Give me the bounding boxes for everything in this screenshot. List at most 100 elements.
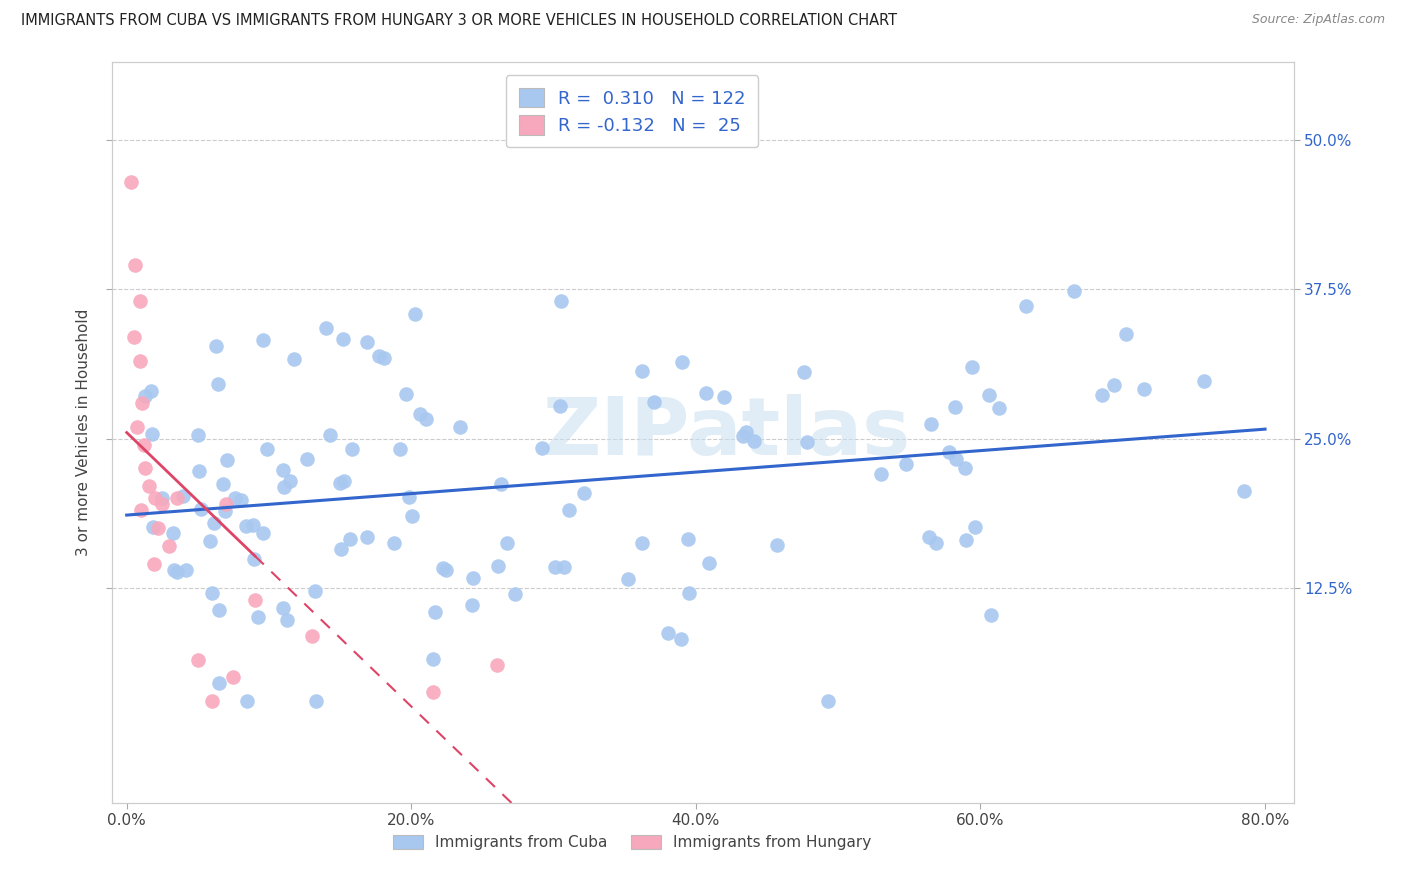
Point (980, 608, 1002, 623)
Point (558, 503, 581, 517)
Point (697, 556, 720, 570)
Point (214, 504, 236, 518)
Point (142, 520, 165, 534)
Point (920, 417, 942, 432)
Point (796, 434, 818, 449)
Text: IMMIGRANTS FROM CUBA VS IMMIGRANTS FROM HUNGARY 3 OR MORE VEHICLES IN HOUSEHOLD : IMMIGRANTS FROM CUBA VS IMMIGRANTS FROM … (21, 13, 897, 29)
Point (548, 399, 571, 413)
Point (953, 461, 976, 475)
Point (496, 536, 519, 550)
Point (368, 349, 391, 363)
Point (138, 479, 160, 493)
Point (425, 605, 447, 619)
Point (252, 333, 274, 347)
Point (869, 467, 891, 482)
Point (329, 542, 352, 557)
Point (553, 560, 575, 574)
Point (676, 532, 699, 546)
Point (617, 572, 640, 586)
Point (273, 463, 295, 477)
Point (283, 351, 305, 366)
Point (531, 441, 554, 455)
Point (382, 536, 405, 550)
Point (550, 293, 572, 308)
Point (894, 457, 917, 471)
Point (332, 332, 354, 346)
Point (398, 490, 420, 504)
Point (174, 563, 197, 577)
Point (273, 480, 295, 494)
Point (305, 694, 328, 708)
Point (297, 451, 319, 466)
Point (1063, 284, 1085, 298)
Point (162, 526, 184, 541)
Point (132, 437, 155, 451)
Point (695, 385, 717, 400)
Point (134, 389, 156, 403)
Point (817, 694, 839, 708)
Point (166, 565, 188, 579)
Point (120, 175, 142, 189)
Point (301, 629, 323, 643)
Point (965, 520, 987, 534)
Point (128, 294, 150, 309)
Point (422, 685, 444, 699)
Point (388, 442, 411, 457)
Point (235, 519, 257, 533)
Point (134, 461, 156, 475)
Point (187, 652, 209, 666)
Point (987, 401, 1010, 415)
Point (215, 497, 238, 511)
Point (204, 339, 226, 353)
Point (215, 453, 238, 467)
Point (243, 551, 266, 566)
Point (150, 491, 173, 506)
Point (319, 428, 342, 442)
Point (141, 427, 163, 442)
Point (945, 451, 967, 466)
Point (339, 532, 361, 546)
Point (793, 365, 815, 379)
Point (356, 529, 378, 543)
Point (742, 434, 765, 449)
Point (166, 491, 188, 506)
Point (1102, 377, 1125, 392)
Point (1091, 388, 1114, 402)
Point (643, 394, 665, 409)
Point (1133, 382, 1156, 396)
Point (404, 307, 426, 321)
Point (669, 632, 692, 647)
Point (229, 492, 252, 507)
Point (278, 475, 301, 489)
Point (141, 384, 163, 399)
Point (432, 561, 454, 575)
Point (190, 502, 212, 516)
Point (463, 571, 485, 585)
Point (202, 516, 225, 530)
Point (491, 477, 513, 491)
Point (247, 610, 270, 624)
Point (955, 533, 977, 548)
Point (172, 489, 194, 503)
Point (503, 587, 526, 601)
Text: ZIPatlas: ZIPatlas (543, 393, 911, 472)
Point (485, 658, 508, 673)
Point (373, 351, 395, 365)
Point (631, 535, 654, 549)
Point (122, 330, 145, 344)
Point (735, 425, 758, 439)
Point (276, 613, 298, 627)
Point (315, 320, 337, 334)
Point (657, 625, 679, 640)
Point (207, 377, 229, 392)
Point (631, 364, 654, 378)
Point (201, 694, 224, 708)
Point (252, 525, 274, 540)
Point (1115, 326, 1137, 341)
Point (242, 518, 264, 533)
Point (224, 491, 246, 505)
Point (329, 476, 352, 491)
Point (422, 652, 444, 666)
Point (208, 675, 231, 690)
Y-axis label: 3 or more Vehicles in Household: 3 or more Vehicles in Household (76, 309, 91, 557)
